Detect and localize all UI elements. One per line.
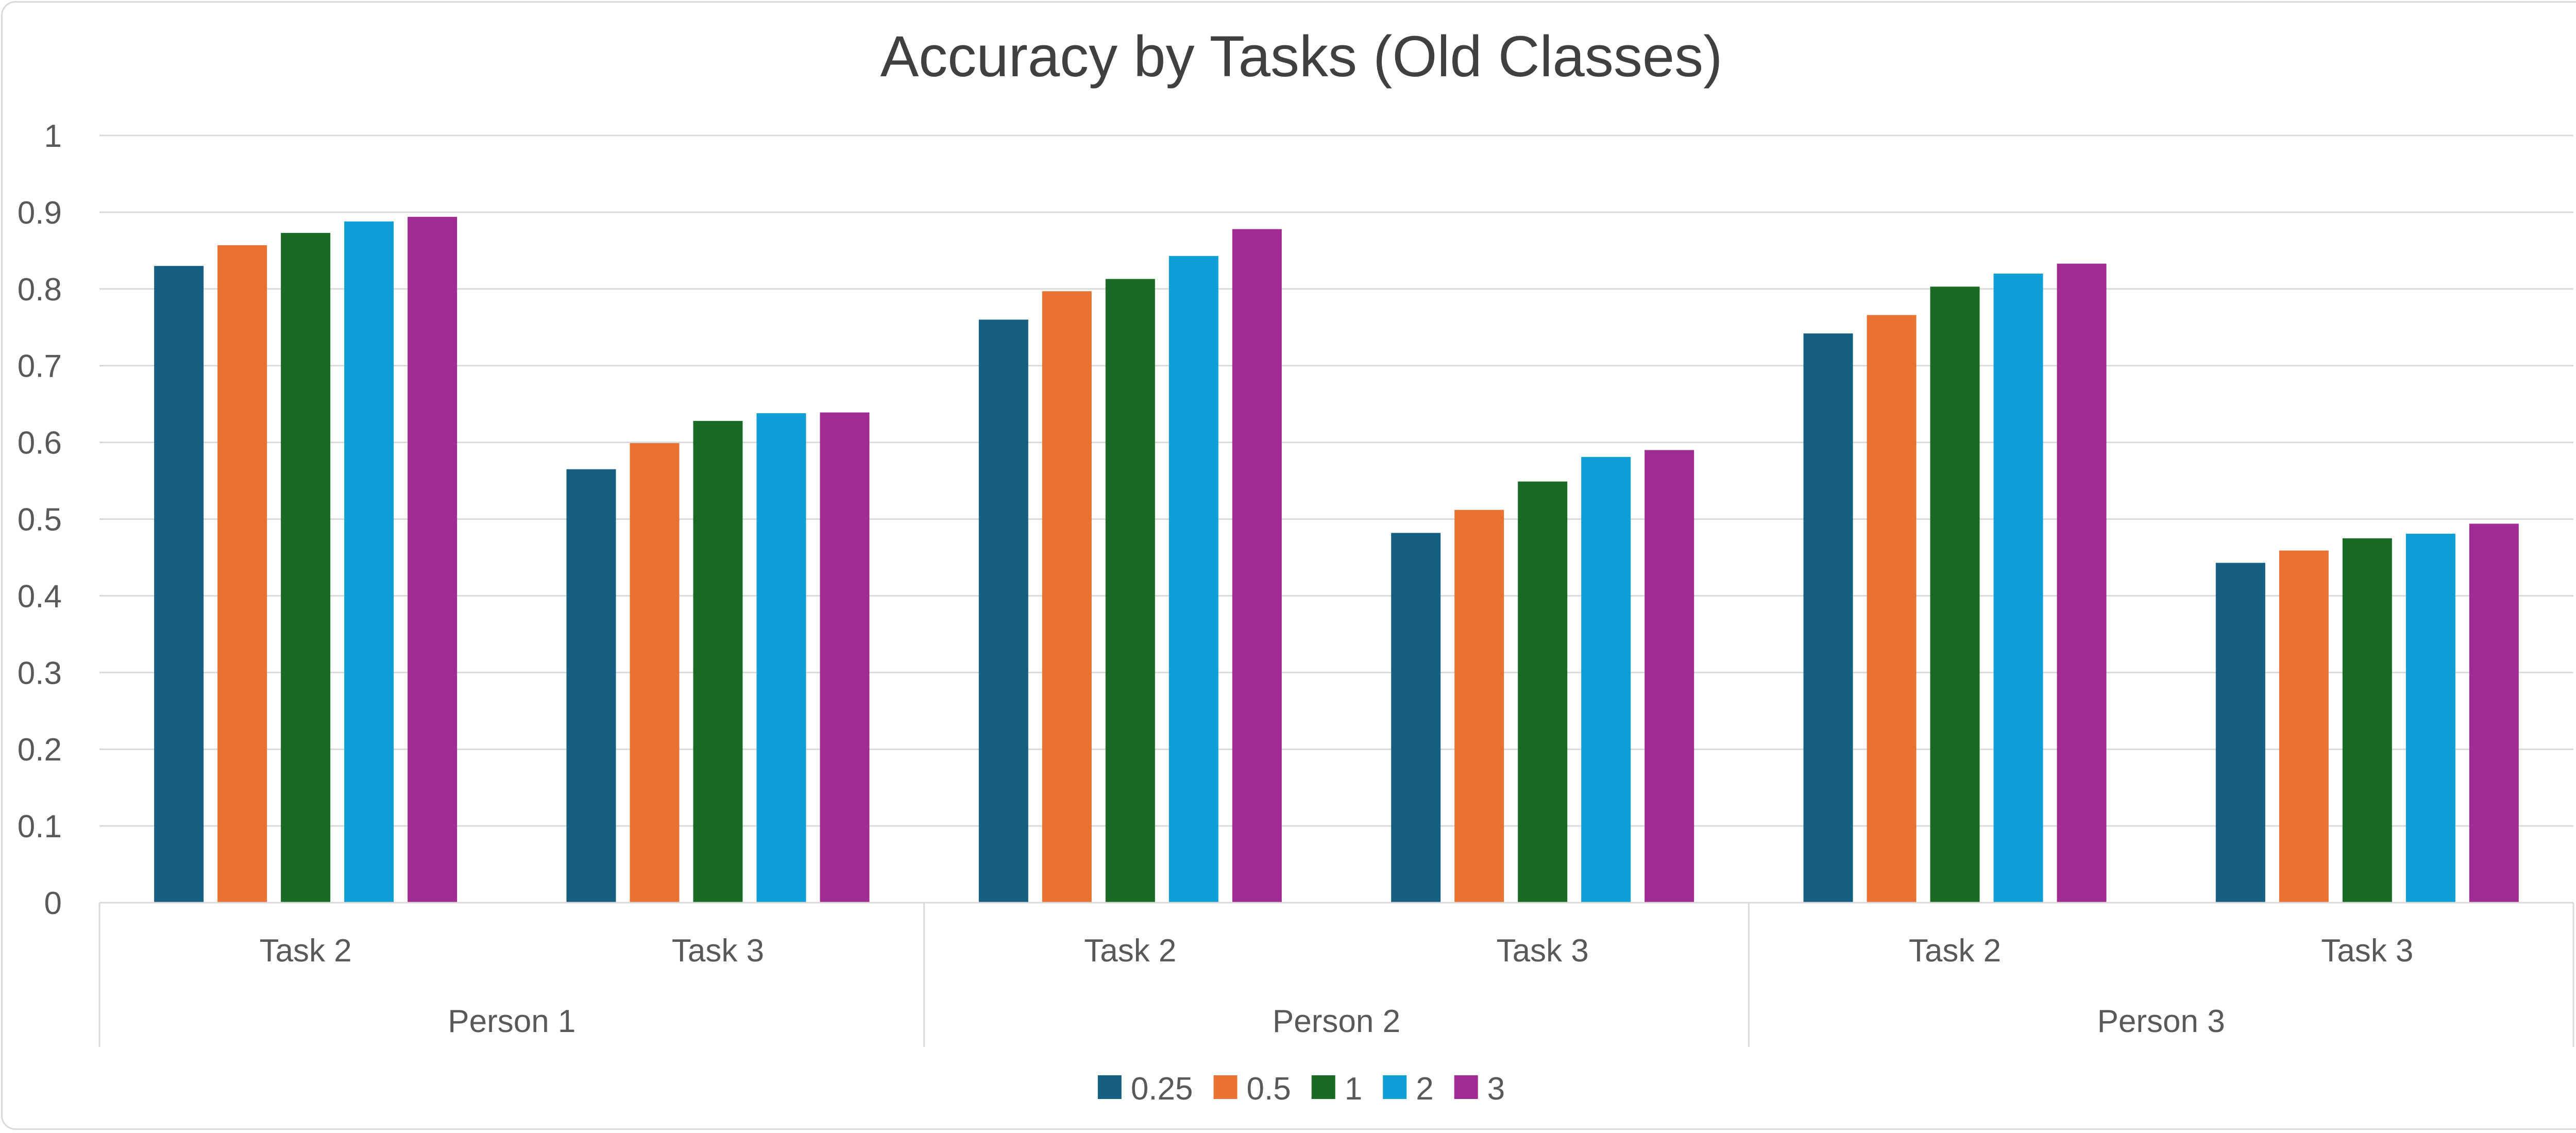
- bar-series-3-cat-2: [820, 412, 870, 903]
- y-tick-label: 0.4: [18, 579, 62, 614]
- bar-series-1-cat-3: [1105, 279, 1155, 903]
- x-category-label: Task 2: [260, 933, 352, 969]
- bar-series-0.5-cat-5: [1867, 315, 1917, 903]
- bar-series-2-cat-4: [1581, 456, 1631, 903]
- legend: 0.25 0.5 1 2 3: [1097, 1071, 1505, 1107]
- legend-swatch-0.25: [1097, 1075, 1122, 1099]
- bar-series-3-cat-4: [1645, 450, 1694, 903]
- legend-swatch-2: [1383, 1075, 1407, 1099]
- bar-series-0.25-cat-1: [154, 266, 204, 903]
- bar-series-1-cat-6: [2342, 538, 2392, 903]
- y-tick-label: 0.3: [18, 655, 62, 691]
- bar-series-0.5-cat-3: [1042, 291, 1092, 903]
- bar-series-0.5-cat-1: [217, 245, 267, 903]
- legend-label: 3: [1487, 1071, 1505, 1107]
- bar-series-1-cat-5: [1930, 286, 1980, 903]
- bar-series-3-cat-5: [2057, 263, 2107, 903]
- chart-title: Accuracy by Tasks (Old Classes): [880, 24, 1723, 89]
- x-category-label: Task 3: [672, 933, 764, 969]
- bar-series-2-cat-3: [1168, 256, 1218, 903]
- bar-series-2-cat-6: [2405, 533, 2455, 903]
- bar-series-1-cat-1: [281, 233, 331, 903]
- y-axis-ticks: 0 0.1 0.2 0.3 0.4 0.5 0.6 0.7 0.8 0.9 1: [18, 119, 62, 921]
- bar-series-0.25-cat-4: [1391, 533, 1441, 903]
- y-tick-label: 0.5: [18, 502, 62, 538]
- y-tick-label: 0: [44, 886, 62, 921]
- legend-swatch-3: [1454, 1075, 1478, 1099]
- x-category-label: Task 2: [1909, 933, 2001, 969]
- x-category-label: Task 3: [1497, 933, 1589, 969]
- legend-label: 2: [1416, 1071, 1433, 1107]
- bar-series-1-cat-2: [693, 420, 743, 903]
- bar-series-3-cat-3: [1232, 229, 1282, 903]
- bar-series-2-cat-5: [1993, 274, 2043, 903]
- bar-series-0.5-cat-6: [2279, 550, 2329, 903]
- bar-series-0.5-cat-2: [630, 443, 680, 903]
- y-tick-label: 0.1: [18, 809, 62, 844]
- bars: [154, 216, 2519, 903]
- legend-label: 0.5: [1247, 1071, 1291, 1107]
- bar-series-2-cat-1: [344, 221, 394, 903]
- bar-series-0.25-cat-6: [2215, 563, 2265, 903]
- bar-series-2-cat-2: [756, 413, 806, 903]
- y-tick-label: 0.9: [18, 195, 62, 231]
- bar-series-0.5-cat-4: [1454, 510, 1504, 903]
- y-tick-label: 0.6: [18, 426, 62, 461]
- bar-series-0.25-cat-5: [1803, 333, 1853, 903]
- x-group-label: Person 1: [448, 1004, 575, 1039]
- y-tick-label: 0.7: [18, 349, 62, 384]
- bar-series-3-cat-6: [2469, 523, 2519, 903]
- x-group-label: Person 2: [1273, 1004, 1400, 1039]
- bar-series-1-cat-4: [1518, 481, 1568, 903]
- legend-label: 0.25: [1131, 1071, 1193, 1107]
- bar-series-3-cat-1: [408, 216, 457, 903]
- gridlines: [99, 134, 2573, 827]
- legend-swatch-1: [1311, 1075, 1335, 1099]
- legend-label: 1: [1345, 1071, 1362, 1107]
- y-tick-label: 0.2: [18, 732, 62, 768]
- legend-swatch-0.5: [1213, 1075, 1238, 1099]
- bar-series-0.25-cat-3: [978, 319, 1028, 903]
- x-category-label: Task 2: [1084, 933, 1176, 969]
- x-category-label: Task 3: [2321, 933, 2413, 969]
- bar-series-0.25-cat-2: [566, 469, 616, 903]
- y-tick-label: 1: [44, 119, 62, 154]
- x-axis: Task 2 Task 3 Task 2 Task 3 Task 2 Task 3 Pers…: [98, 902, 2574, 1047]
- x-group-label: Person 3: [2097, 1004, 2225, 1039]
- y-tick-label: 0.8: [18, 272, 62, 308]
